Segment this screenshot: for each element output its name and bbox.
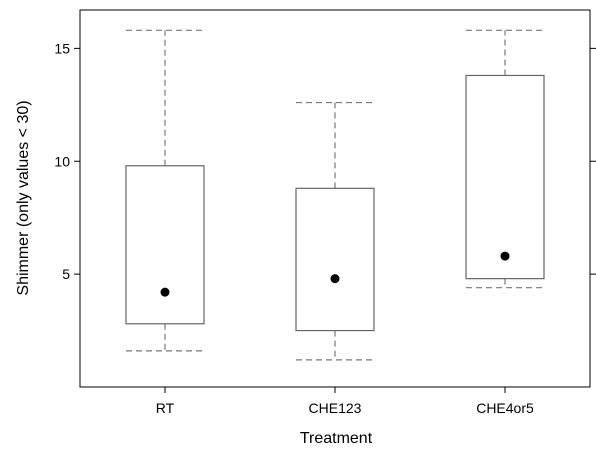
y-tick-label-0: 5 [62,266,70,282]
iqr-box [296,188,374,330]
median-point [331,274,340,283]
iqr-box [466,75,544,278]
x-axis: RT CHE123 CHE4or5 [156,387,534,416]
iqr-box [126,166,204,324]
y-axis: 5 10 15 [54,40,596,282]
y-axis-title: Shimmer (only values < 30) [15,100,32,295]
x-tick-label-2: CHE4or5 [476,400,534,416]
x-axis-title: Treatment [300,430,373,447]
x-tick-label-0: RT [156,400,175,416]
box-CHE4or5 [466,30,544,287]
boxes-group [126,30,544,360]
x-tick-label-1: CHE123 [309,400,362,416]
y-tick-label-1: 10 [54,153,70,169]
box-CHE123 [296,103,374,360]
median-point [501,252,510,261]
box-RT [126,30,204,351]
median-point [161,288,170,297]
y-tick-label-2: 15 [54,40,70,56]
